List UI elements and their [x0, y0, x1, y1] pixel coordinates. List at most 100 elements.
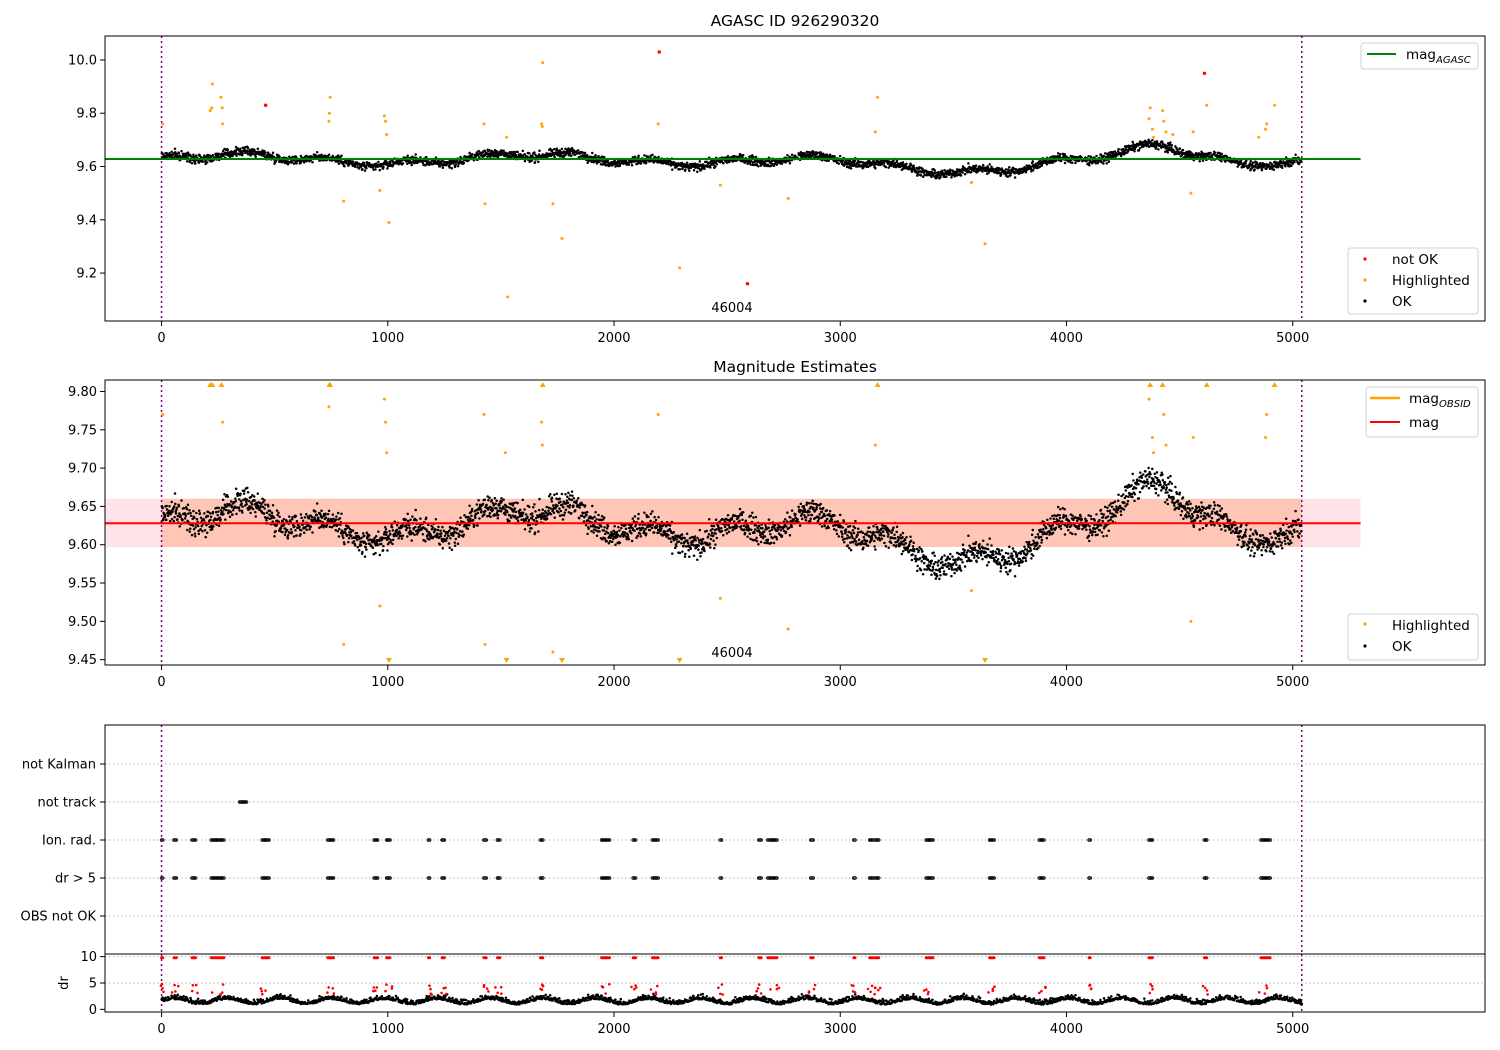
- ok-point: [231, 513, 234, 516]
- ok-point: [738, 507, 742, 511]
- ok-point: [193, 532, 197, 535]
- ok-point: [272, 516, 276, 519]
- ok-point: [568, 494, 572, 497]
- ok-point: [731, 529, 734, 532]
- ok-point: [313, 516, 316, 519]
- ok-point: [231, 509, 235, 512]
- ok-point: [526, 515, 529, 518]
- ok-point: [664, 530, 667, 533]
- ok-point: [649, 512, 653, 516]
- highlighted-point: [1205, 103, 1209, 107]
- ok-point: [327, 153, 331, 156]
- ok-point: [619, 534, 622, 538]
- ok-point: [934, 171, 937, 174]
- agasc-plot-area: [105, 36, 1361, 321]
- ok-point: [499, 510, 503, 513]
- ok-point: [505, 505, 508, 509]
- ok-point: [438, 543, 442, 546]
- ok-point: [251, 152, 255, 156]
- ok-point: [783, 518, 787, 521]
- ok-point: [456, 542, 460, 545]
- ok-point: [406, 154, 409, 158]
- ok-point: [595, 534, 599, 537]
- ok-point: [437, 525, 440, 529]
- ok-point: [538, 149, 541, 152]
- ok-point: [254, 515, 257, 518]
- ok-point: [593, 515, 596, 519]
- ok-point: [648, 528, 652, 532]
- ok-point: [249, 511, 252, 515]
- ok-point: [351, 160, 355, 163]
- ok-point: [566, 495, 569, 499]
- ok-point: [245, 502, 248, 506]
- ok-point: [336, 529, 340, 533]
- ok-point: [772, 541, 776, 545]
- ok-point: [489, 155, 492, 159]
- ok-point: [699, 555, 702, 558]
- ok-point: [545, 517, 549, 521]
- ok-point: [485, 503, 488, 507]
- ok-point: [384, 527, 388, 531]
- ok-point: [1290, 164, 1293, 168]
- ok-point: [187, 512, 190, 515]
- ok-point: [483, 513, 486, 516]
- ok-point: [439, 529, 442, 532]
- ok-point: [365, 166, 368, 170]
- ok-point: [221, 510, 224, 513]
- ok-point: [462, 533, 466, 536]
- ok-point: [636, 534, 640, 538]
- ok-point: [168, 519, 172, 523]
- ok-point: [633, 515, 637, 518]
- ok-point: [440, 532, 443, 535]
- ok-point: [478, 156, 481, 159]
- ok-point: [706, 535, 710, 538]
- ok-point: [441, 525, 444, 529]
- ok-point: [509, 516, 513, 519]
- ok-point: [719, 526, 723, 530]
- legend-marker-not-ok: [1363, 257, 1367, 261]
- ok-point: [495, 149, 498, 153]
- ok-point: [668, 524, 672, 527]
- ok-point: [909, 163, 913, 167]
- ok-point: [916, 172, 919, 176]
- ok-point: [489, 515, 492, 519]
- ok-point: [247, 499, 251, 503]
- ok-point: [698, 160, 702, 163]
- ok-point: [714, 518, 718, 522]
- ok-point: [395, 523, 399, 527]
- ok-point: [186, 503, 190, 507]
- ok-point: [581, 511, 585, 515]
- ok-point: [474, 516, 477, 520]
- ok-point: [450, 548, 454, 551]
- ok-point: [605, 539, 609, 543]
- ok-point: [336, 511, 340, 515]
- ok-point: [413, 533, 416, 537]
- ok-point: [682, 544, 685, 548]
- ok-point: [780, 162, 784, 165]
- ok-point: [627, 163, 631, 166]
- ok-point: [224, 518, 227, 521]
- ok-point: [248, 504, 251, 508]
- ok-point: [445, 537, 449, 540]
- ok-point: [415, 519, 418, 522]
- highlighted-point: [327, 111, 331, 115]
- ok-point: [558, 514, 562, 517]
- ok-point: [639, 162, 643, 165]
- ok-point: [356, 546, 359, 549]
- ok-point: [504, 513, 507, 516]
- ok-point: [751, 511, 754, 514]
- ok-point: [624, 527, 628, 531]
- ok-point: [295, 162, 298, 165]
- ok-point: [919, 174, 923, 177]
- ok-point: [299, 513, 303, 516]
- ok-point: [282, 517, 286, 521]
- ok-point: [261, 497, 264, 500]
- ok-point: [585, 513, 588, 517]
- ok-point: [553, 147, 556, 151]
- ok-point: [167, 509, 171, 513]
- ok-point: [1095, 154, 1098, 158]
- ok-point: [775, 537, 779, 541]
- ok-point: [397, 537, 400, 540]
- ok-point: [1088, 163, 1091, 167]
- ok-point: [256, 147, 260, 150]
